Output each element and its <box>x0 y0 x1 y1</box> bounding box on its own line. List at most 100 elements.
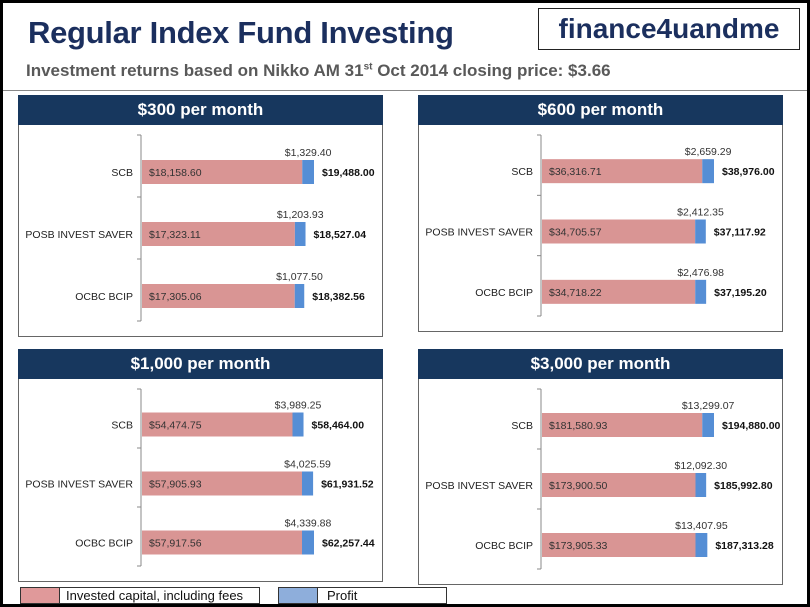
invested-data-label: $34,718.22 <box>549 287 602 299</box>
profit-data-label: $13,407.95 <box>675 520 728 532</box>
bar-profit <box>292 412 304 437</box>
bar-invested <box>142 471 302 496</box>
total-data-label: $18,527.04 <box>314 229 367 241</box>
bar-invested <box>542 533 696 557</box>
total-data-label: $58,464.00 <box>312 420 365 432</box>
invested-data-label: $173,900.50 <box>549 480 608 492</box>
bar-invested <box>542 473 696 497</box>
profit-data-label: $2,476.98 <box>677 267 724 279</box>
chart-body: SCB $36,316.71 $2,659.29 $38,976.00 POSB INV… <box>418 125 783 332</box>
category-label: POSB INVEST SAVER <box>425 227 533 239</box>
bar-profit <box>695 279 707 304</box>
invested-data-label: $57,905.93 <box>149 479 202 491</box>
subtitle: Investment returns based on Nikko AM 31s… <box>26 61 611 81</box>
total-data-label: $194,880.00 <box>722 420 781 432</box>
bar-profit <box>702 159 714 184</box>
profit-data-label: $2,659.29 <box>685 146 732 158</box>
chart-body: SCB $181,580.93 $13,299.07 $194,880.00 POSB … <box>418 379 783 585</box>
category-label: SCB <box>111 420 133 432</box>
invested-data-label: $17,305.06 <box>149 291 202 303</box>
legend-label-invested: Invested capital, including fees <box>66 588 244 603</box>
slide: Regular Index Fund Investing finance4uan… <box>3 3 807 604</box>
category-label: POSB INVEST SAVER <box>25 229 133 241</box>
legend-profit: Profit <box>278 587 447 604</box>
subtitle-pre: Investment returns based on Nikko AM 31 <box>26 61 364 80</box>
logo: finance4uandme <box>538 8 800 50</box>
profit-data-label: $13,299.07 <box>682 400 735 412</box>
total-data-label: $61,931.52 <box>321 479 374 491</box>
bar-invested <box>142 222 295 246</box>
total-data-label: $62,257.44 <box>322 538 375 550</box>
legend-invested: Invested capital, including fees <box>20 587 260 604</box>
bar-profit <box>695 219 706 244</box>
chart-body: SCB $18,158.60 $1,329.40 $19,488.00 POSB INV… <box>18 125 383 337</box>
category-label: SCB <box>511 420 533 432</box>
bar-profit <box>294 284 305 308</box>
bar-invested <box>542 279 696 304</box>
panel-3000: $3,000 per month SCB $181,580.93 $13,299.0… <box>418 349 783 585</box>
profit-data-label: $4,025.59 <box>284 459 331 471</box>
invested-data-label: $57,917.56 <box>149 538 202 550</box>
invested-data-label: $181,580.93 <box>549 420 608 432</box>
bar-invested <box>542 159 703 184</box>
category-label: OCBC BCIP <box>75 538 133 550</box>
category-label: OCBC BCIP <box>75 291 133 303</box>
bar-invested <box>142 284 295 308</box>
panel-600: $600 per month SCB $36,316.71 $2,659.29 $38… <box>418 95 783 332</box>
bar-profit <box>302 160 314 184</box>
invested-data-label: $17,323.11 <box>149 229 201 241</box>
total-data-label: $18,382.56 <box>312 291 365 303</box>
invested-data-label: $173,905.33 <box>549 540 608 552</box>
bar-profit <box>702 413 714 437</box>
total-data-label: $185,992.80 <box>714 480 773 492</box>
invested-data-label: $54,474.75 <box>149 420 202 432</box>
category-label: SCB <box>111 167 133 179</box>
total-data-label: $19,488.00 <box>322 167 375 179</box>
bar-chart: SCB $36,316.71 $2,659.29 $38,976.00 POSB INV… <box>425 134 775 317</box>
total-data-label: $187,313.28 <box>715 540 774 552</box>
panel-title: $600 per month <box>418 95 783 125</box>
total-data-label: $38,976.00 <box>722 166 775 178</box>
bar-profit <box>301 471 314 496</box>
panel-300: $300 per month SCB $18,158.60 $1,329.40 $19… <box>18 95 383 337</box>
panel-title: $3,000 per month <box>418 349 783 379</box>
profit-data-label: $3,989.25 <box>275 400 322 412</box>
bar-profit <box>695 473 707 497</box>
invested-data-label: $34,705.57 <box>549 227 602 239</box>
profit-data-label: $1,329.40 <box>285 147 332 159</box>
subtitle-sup: st <box>363 61 373 73</box>
legend-swatch-profit <box>279 588 318 603</box>
legend-swatch-invested <box>21 588 60 603</box>
panel-title: $300 per month <box>18 95 383 125</box>
bar-chart: SCB $18,158.60 $1,329.40 $19,488.00 POSB INV… <box>25 134 375 322</box>
divider <box>3 90 807 91</box>
legend-label-profit: Profit <box>327 588 358 603</box>
bar-profit <box>695 533 708 557</box>
total-data-label: $37,117.92 <box>714 227 766 239</box>
category-label: POSB INVEST SAVER <box>425 480 533 492</box>
page-title: Regular Index Fund Investing <box>28 15 454 50</box>
panel-title: $1,000 per month <box>18 349 383 379</box>
bar-invested <box>542 413 703 437</box>
chart-body: SCB $54,474.75 $3,989.25 $58,464.00 POSB INV… <box>18 379 383 582</box>
bar-invested <box>142 530 303 555</box>
invested-data-label: $18,158.60 <box>149 167 202 179</box>
profit-data-label: $2,412.35 <box>677 207 724 219</box>
category-label: POSB INVEST SAVER <box>25 479 133 491</box>
category-label: OCBC BCIP <box>475 287 533 299</box>
bar-invested <box>142 412 293 437</box>
profit-data-label: $1,203.93 <box>277 209 324 221</box>
profit-data-label: $12,092.30 <box>675 460 728 472</box>
bar-profit <box>294 222 306 246</box>
total-data-label: $37,195.20 <box>714 287 767 299</box>
category-label: OCBC BCIP <box>475 540 533 552</box>
profit-data-label: $4,339.88 <box>285 518 332 530</box>
panel-1000: $1,000 per month SCB $54,474.75 $3,989.25 $… <box>18 349 383 582</box>
invested-data-label: $36,316.71 <box>549 166 602 178</box>
category-label: SCB <box>511 166 533 178</box>
bar-chart: SCB $181,580.93 $13,299.07 $194,880.00 POSB … <box>425 388 781 570</box>
bar-invested <box>142 160 303 184</box>
subtitle-post: Oct 2014 closing price: $3.66 <box>372 61 611 80</box>
profit-data-label: $1,077.50 <box>276 271 323 283</box>
bar-profit <box>302 530 314 555</box>
